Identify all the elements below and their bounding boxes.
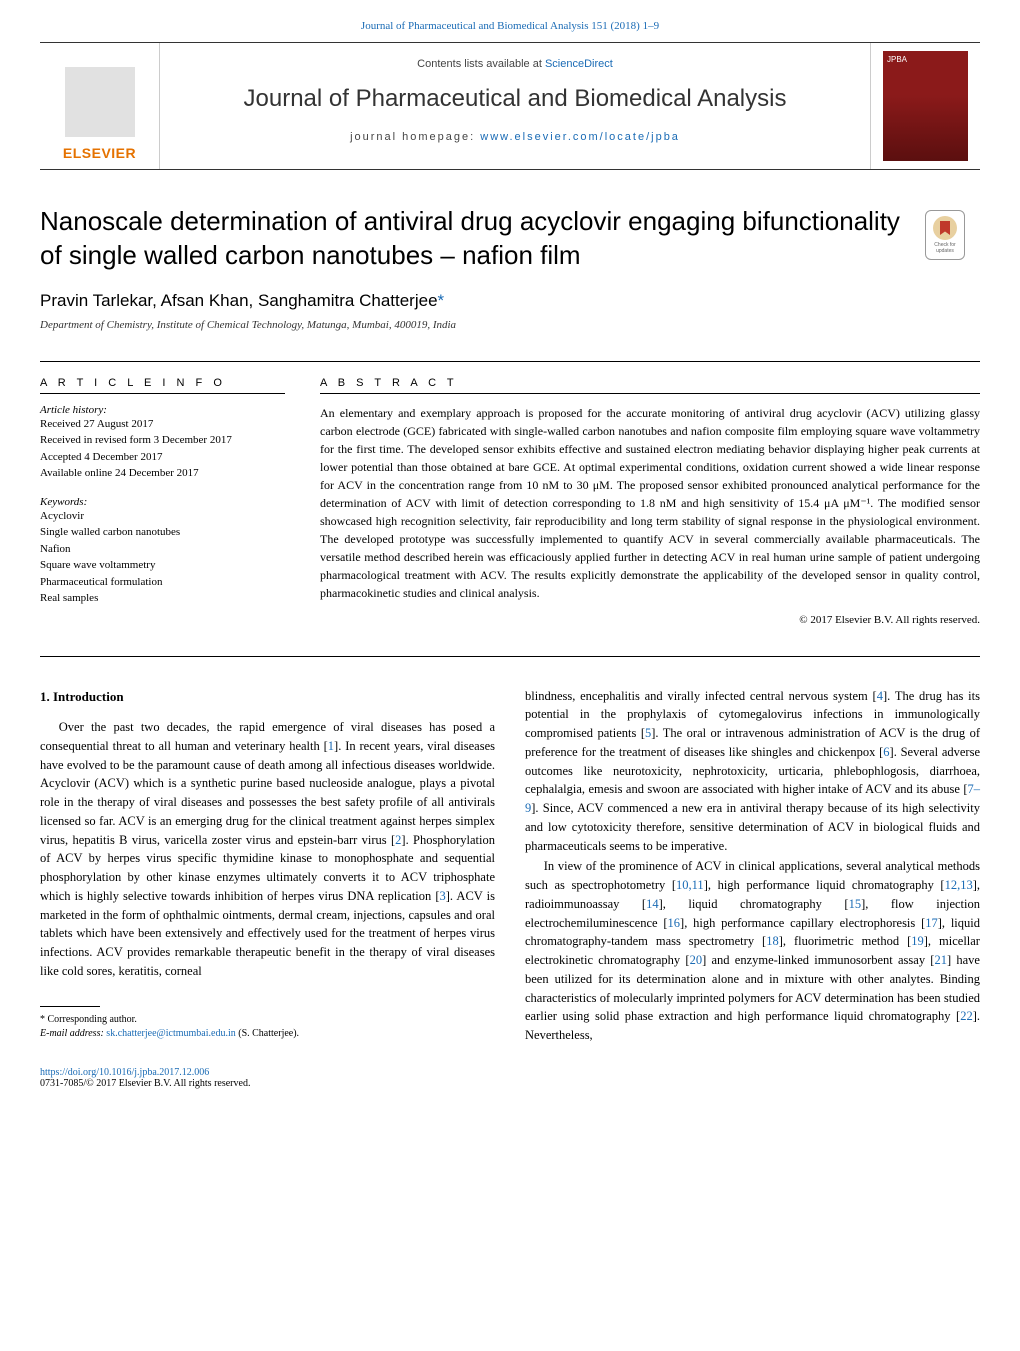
article-info-column: A R T I C L E I N F O Article history: R… [40,362,300,641]
ref-link[interactable]: 19 [911,934,924,948]
section-divider [40,656,980,657]
article-info-header: A R T I C L E I N F O [40,377,285,394]
abstract-header: A B S T R A C T [320,377,980,394]
history-received: Received 27 August 2017 [40,416,285,433]
keywords-label: Keywords: [40,496,285,508]
keyword: Square wave voltammetry [40,557,285,574]
journal-title: Journal of Pharmaceutical and Biomedical… [170,85,860,113]
ref-link[interactable]: 17 [925,916,938,930]
ref-link[interactable]: 21 [934,953,947,967]
authors-names: Pravin Tarlekar, Afsan Khan, Sanghamitra… [40,291,438,310]
email-suffix: (S. Chatterjee). [236,1028,299,1039]
keyword: Nafion [40,541,285,558]
history-label: Article history: [40,404,285,416]
header-center: Contents lists available at ScienceDirec… [160,43,870,169]
introduction-heading: 1. Introduction [40,687,495,707]
journal-cover-image [883,51,968,161]
title-row: Nanoscale determination of antiviral dru… [40,205,980,273]
keyword: Single walled carbon nanotubes [40,524,285,541]
contents-line: Contents lists available at ScienceDirec… [170,58,860,70]
crossmark-circle-icon [933,216,957,240]
text-span: ], high performance capillary electropho… [680,916,925,930]
corresponding-marker: * [438,291,445,310]
cover-column [870,43,980,169]
email-footnote: E-mail address: sk.chatterjee@ictmumbai.… [40,1027,495,1041]
ref-link[interactable]: 12,13 [945,878,973,892]
abstract-column: A B S T R A C T An elementary and exempl… [300,362,980,641]
page-footer: https://doi.org/10.1016/j.jpba.2017.12.0… [40,1067,980,1089]
authors-line: Pravin Tarlekar, Afsan Khan, Sanghamitra… [40,291,980,311]
ref-link[interactable]: 20 [690,953,703,967]
info-abstract-row: A R T I C L E I N F O Article history: R… [40,361,980,641]
ref-link[interactable]: 16 [668,916,681,930]
issn-copyright: 0731-7085/© 2017 Elsevier B.V. All right… [40,1078,980,1089]
text-span: blindness, encephalitis and virally infe… [525,689,877,703]
email-link[interactable]: sk.chatterjee@ictmumbai.edu.in [106,1028,235,1039]
text-span: ] and enzyme-linked immunosorbent assay … [702,953,934,967]
body-columns: 1. Introduction Over the past two decade… [40,687,980,1047]
keyword: Pharmaceutical formulation [40,574,285,591]
history-online: Available online 24 December 2017 [40,465,285,482]
ref-link[interactable]: 14 [646,897,659,911]
history-accepted: Accepted 4 December 2017 [40,449,285,466]
journal-homepage: journal homepage: www.elsevier.com/locat… [170,131,860,143]
abstract-text: An elementary and exemplary approach is … [320,404,980,602]
keyword: Real samples [40,590,285,607]
keyword: Acyclovir [40,508,285,525]
right-column: blindness, encephalitis and virally infe… [525,687,980,1047]
corresponding-note: * Corresponding author. [40,1013,495,1027]
homepage-prefix: journal homepage: [350,131,480,143]
intro-paragraph-1-cont: blindness, encephalitis and virally infe… [525,687,980,856]
sciencedirect-link[interactable]: ScienceDirect [545,58,613,70]
publisher-column: ELSEVIER [40,43,160,169]
left-column: 1. Introduction Over the past two decade… [40,687,495,1047]
email-label: E-mail address: [40,1028,106,1039]
affiliation: Department of Chemistry, Institute of Ch… [40,319,980,331]
crossmark-badge[interactable]: Check for updates [925,210,965,260]
copyright-line: © 2017 Elsevier B.V. All rights reserved… [320,614,980,626]
article-title: Nanoscale determination of antiviral dru… [40,205,910,273]
elsevier-logo: ELSEVIER [63,145,136,161]
crossmark-label: Check for updates [926,242,964,254]
contents-prefix: Contents lists available at [417,58,545,70]
header-bar: ELSEVIER Contents lists available at Sci… [40,42,980,170]
intro-paragraph-1: Over the past two decades, the rapid eme… [40,718,495,981]
history-revised: Received in revised form 3 December 2017 [40,432,285,449]
checkmark-column: Check for updates [910,205,980,273]
text-span: ]. Since, ACV commenced a new era in ant… [525,801,980,853]
text-span: ], liquid chromatography [ [659,897,849,911]
intro-paragraph-2: In view of the prominence of ACV in clin… [525,857,980,1045]
ref-link[interactable]: 10,11 [676,878,704,892]
text-span: ], high performance liquid chromatograph… [704,878,945,892]
journal-reference: Journal of Pharmaceutical and Biomedical… [0,0,1020,42]
homepage-link[interactable]: www.elsevier.com/locate/jpba [480,131,680,143]
ref-link[interactable]: 18 [766,934,779,948]
doi-link[interactable]: https://doi.org/10.1016/j.jpba.2017.12.0… [40,1067,980,1078]
bookmark-icon [940,221,950,235]
footnote-separator [40,1006,100,1007]
elsevier-tree-icon [65,67,135,137]
text-span: ]. In recent years, viral diseases have … [40,739,495,847]
ref-link[interactable]: 15 [849,897,862,911]
ref-link[interactable]: 22 [960,1009,973,1023]
text-span: ], fluorimetric method [ [779,934,912,948]
